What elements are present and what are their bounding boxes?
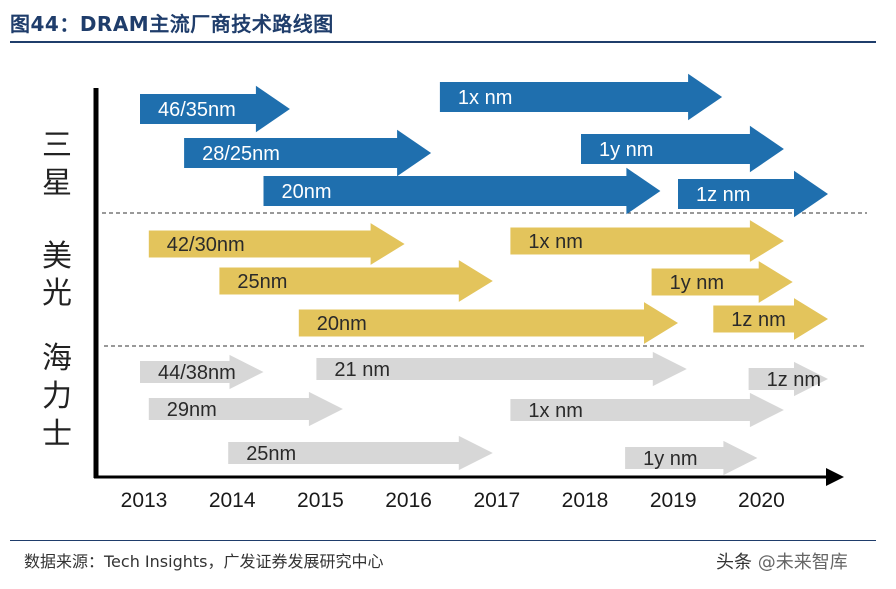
arrow-shape <box>510 392 784 428</box>
roadmap-arrow: 1x nm <box>510 392 784 428</box>
x-tick-label: 2015 <box>297 489 344 512</box>
roadmap-arrow: 1z nm <box>748 361 828 397</box>
arrow-shape <box>625 440 758 476</box>
roadmap-arrow: 1x nm <box>510 220 784 262</box>
arrow-shape <box>678 170 828 218</box>
arrow-label: 1x nm <box>528 400 582 422</box>
footer-rule <box>10 540 876 541</box>
roadmap-arrow: 25nm <box>228 435 493 471</box>
arrow-label: 21 nm <box>334 359 390 381</box>
roadmap-arrow: 20nm <box>263 167 661 215</box>
arrow-shape <box>651 261 793 303</box>
arrow-label: 1z nm <box>731 309 785 331</box>
arrow-label: 1y nm <box>670 272 724 294</box>
roadmap-arrow: 1x nm <box>439 73 723 121</box>
arrow-label: 1x nm <box>458 87 512 109</box>
arrow-label: 44/38nm <box>158 362 236 384</box>
source-note: 数据来源：Tech Insights，广发证券发展研究中心 <box>24 552 384 571</box>
arrow-label: 28/25nm <box>202 143 280 165</box>
year-tick-labels: 2013 2014 2015 2016 2017 2018 2019 2020 <box>121 489 785 512</box>
company-label-char: 三 <box>42 128 72 163</box>
arrow-shape <box>140 354 264 390</box>
arrow-shape <box>184 129 432 177</box>
arrow-label: 1y nm <box>599 139 653 161</box>
x-tick-label: 2020 <box>738 489 785 512</box>
arrow-shape <box>298 302 678 344</box>
roadmap-arrow: 44/38nm <box>140 354 264 390</box>
arrow-label: 20nm <box>317 313 367 335</box>
watermark: 头条 @未来智库 <box>716 548 848 574</box>
arrow-shape <box>148 223 405 265</box>
chart-axes <box>93 88 844 486</box>
company-label-char: 光 <box>42 276 72 311</box>
arrow-shape <box>148 391 343 427</box>
roadmap-arrow: 1z nm <box>678 170 828 218</box>
roadmap-arrow: 42/30nm <box>148 223 405 265</box>
roadmap-arrow: 1y nm <box>625 440 758 476</box>
x-tick-label: 2013 <box>121 489 168 512</box>
arrow-shape <box>748 361 828 397</box>
x-tick-label: 2018 <box>562 489 609 512</box>
company-label-char: 海 <box>42 341 72 376</box>
company-label-char: 士 <box>42 417 72 452</box>
title-rule <box>10 41 876 43</box>
roadmap-arrow: 28/25nm <box>184 129 432 177</box>
company-separators <box>102 212 867 347</box>
roadmap-arrow: 1z nm <box>713 298 828 340</box>
company-label-char: 美 <box>42 239 72 274</box>
arrow-label: 29nm <box>167 399 217 421</box>
arrow-shape <box>316 351 687 387</box>
watermark-handle: @未来智库 <box>757 552 848 573</box>
x-tick-label: 2014 <box>209 489 256 512</box>
arrow-label: 1x nm <box>528 231 582 253</box>
arrow-label: 20nm <box>282 181 332 203</box>
roadmap-arrow: 1y nm <box>581 125 784 173</box>
x-axis-arrowhead <box>826 468 844 486</box>
arrow-shape <box>581 125 784 173</box>
company-label-char: 力 <box>42 379 72 414</box>
arrow-label: 25nm <box>246 443 296 465</box>
arrow-label: 46/35nm <box>158 99 236 121</box>
watermark-prefix: 头条 <box>716 552 752 573</box>
roadmap-arrow: 1y nm <box>651 261 793 303</box>
arrow-label: 1z nm <box>696 184 750 206</box>
arrow-label: 1z nm <box>767 369 821 391</box>
roadmap-arrow: 25nm <box>219 260 493 302</box>
arrow-shape <box>219 260 493 302</box>
arrow-label: 25nm <box>237 271 287 293</box>
x-tick-label: 2019 <box>650 489 697 512</box>
arrow-shape <box>228 435 493 471</box>
arrow-shape <box>510 220 784 262</box>
figure-title: 图44：DRAM主流厂商技术路线图 <box>10 12 334 36</box>
arrow-shape <box>263 167 661 215</box>
x-tick-label: 2016 <box>385 489 432 512</box>
roadmap-arrow: 20nm <box>298 302 678 344</box>
x-tick-label: 2017 <box>473 489 520 512</box>
roadmap-arrow: 46/35nm <box>140 85 290 133</box>
arrow-shape <box>713 298 828 340</box>
arrow-label: 42/30nm <box>167 234 245 256</box>
roadmap-arrow: 29nm <box>148 391 343 427</box>
company-label-char: 星 <box>42 166 72 201</box>
arrow-shape <box>140 85 290 133</box>
arrow-shape <box>439 73 723 121</box>
arrow-label: 1y nm <box>643 448 697 470</box>
roadmap-arrow: 21 nm <box>316 351 687 387</box>
